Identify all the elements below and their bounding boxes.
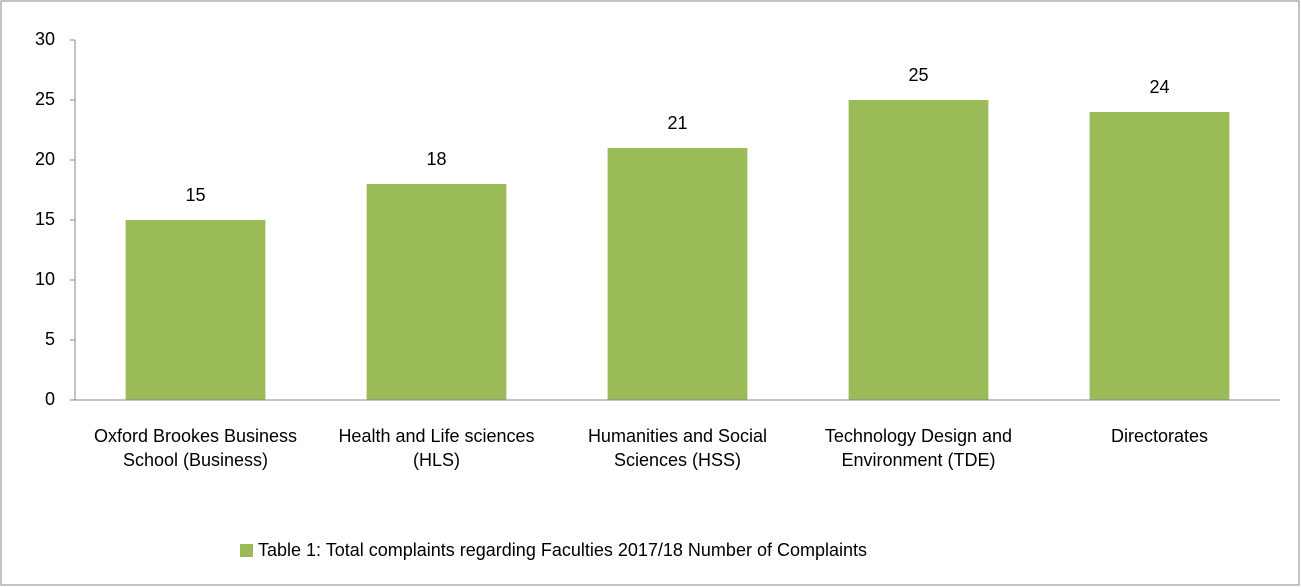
y-tick-label: 5 [45, 329, 55, 349]
y-tick-label: 10 [35, 269, 55, 289]
x-tick-label: Technology Design and Environment (TDE) [824, 426, 1013, 470]
x-tick-label: Directorates [1110, 426, 1209, 446]
data-label: 21 [667, 113, 687, 133]
y-tick-label: 0 [45, 389, 55, 409]
data-label: 24 [1149, 77, 1169, 97]
bar [125, 220, 266, 400]
x-tick-label: Health and Life sciences (HLS) [338, 426, 535, 470]
legend-label: Table 1: Total complaints regarding Facu… [258, 540, 867, 560]
x-tick-label: Oxford Brookes Business School (Business… [93, 426, 298, 470]
bar [366, 184, 507, 400]
y-tick-label: 25 [35, 89, 55, 109]
data-label: 15 [185, 185, 205, 205]
y-tick-label: 20 [35, 149, 55, 169]
x-tick-label: Humanities and Social Sciences (HSS) [587, 426, 768, 470]
bar [607, 148, 748, 400]
y-tick-label: 15 [35, 209, 55, 229]
y-tick-label: 30 [35, 29, 55, 49]
bar [848, 100, 989, 400]
legend-swatch [240, 544, 253, 557]
data-label: 18 [426, 149, 446, 169]
bar [1089, 112, 1230, 400]
data-label: 25 [908, 65, 928, 85]
